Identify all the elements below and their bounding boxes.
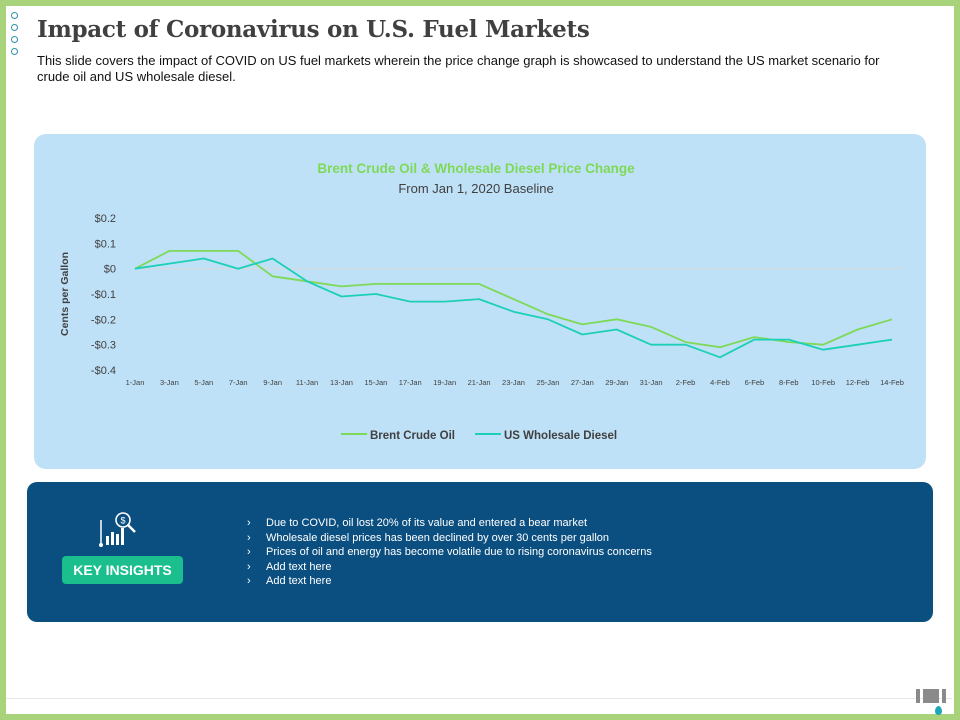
list-item: › Prices of oil and energy has become vol… (247, 546, 652, 558)
x-tick-label: 10-Feb (811, 378, 835, 387)
y-tick-label: $0.2 (95, 213, 116, 225)
x-tick-label: 15-Jan (364, 378, 387, 387)
chevron-right-icon: › (247, 575, 251, 587)
page-title: Impact of Coronavirus on U.S. Fuel Marke… (37, 16, 590, 43)
slide-nav-icon (916, 689, 949, 708)
x-tick-label: 7-Jan (229, 378, 248, 387)
chart-subtitle: From Jan 1, 2020 Baseline (398, 181, 553, 196)
x-tick-label: 3-Jan (160, 378, 179, 387)
y-axis-label: Cents per Gallon (59, 252, 71, 336)
decorative-dots-icon (11, 12, 18, 60)
x-tick-label: 25-Jan (536, 378, 559, 387)
key-insights-button[interactable]: KEY INSIGHTS (62, 556, 183, 584)
x-tick-label: 5-Jan (194, 378, 213, 387)
chart-card: Brent Crude Oil & Wholesale Diesel Price… (34, 134, 926, 469)
y-tick-label: -$0.1 (91, 289, 116, 301)
footer-divider (6, 698, 952, 699)
chevron-right-icon: › (247, 531, 251, 544)
x-tick-label: 23-Jan (502, 378, 525, 387)
chevron-right-icon: › (247, 560, 251, 573)
x-tick-label: 17-Jan (399, 378, 422, 387)
list-item: › Add text here (247, 560, 332, 573)
page-subtitle: This slide covers the impact of COVID on… (37, 53, 880, 84)
svg-text:$: $ (120, 516, 125, 526)
list-item: › Add text here (247, 575, 332, 587)
x-tick-label: 21-Jan (468, 378, 491, 387)
x-tick-label: 12-Feb (846, 378, 870, 387)
legend-label: US Wholesale Diesel (504, 430, 617, 442)
key-insights-panel: $ KEY INSIGHTS › Due to COVID, oil lost 2… (27, 482, 933, 622)
x-tick-label: 31-Jan (640, 378, 663, 387)
y-tick-label: -$0.4 (91, 365, 116, 377)
x-tick-label: 27-Jan (571, 378, 594, 387)
chevron-right-icon: › (247, 517, 251, 529)
insights-list: › Due to COVID, oil lost 20% of its value… (247, 516, 652, 589)
x-tick-label: 14-Feb (880, 378, 904, 387)
chart-title: Brent Crude Oil & Wholesale Diesel Price… (317, 161, 635, 176)
x-tick-label: 6-Feb (745, 378, 765, 387)
list-item: › Due to COVID, oil lost 20% of its value… (247, 517, 587, 529)
x-tick-label: 1-Jan (126, 378, 145, 387)
legend-label: Brent Crude Oil (370, 430, 455, 442)
x-tick-label: 19-Jan (433, 378, 456, 387)
x-tick-label: 11-Jan (296, 378, 318, 387)
market-analysis-icon: $ (99, 510, 145, 555)
drop-icon (935, 706, 942, 715)
price-change-chart: Brent Crude Oil & Wholesale Diesel Price… (59, 161, 904, 442)
list-item: › Wholesale diesel prices has been declin… (247, 531, 610, 544)
y-tick-label: -$0.3 (91, 340, 116, 352)
x-tick-label: 2-Feb (676, 378, 696, 387)
y-tick-label: $0.1 (95, 238, 116, 250)
y-tick-label: $0 (104, 264, 116, 276)
x-tick-label: 9-Jan (263, 378, 282, 387)
x-tick-label: 13-Jan (330, 378, 353, 387)
x-tick-label: 8-Feb (779, 378, 799, 387)
y-tick-label: -$0.2 (91, 314, 116, 326)
x-tick-label: 4-Feb (710, 378, 730, 387)
x-tick-label: 29-Jan (605, 378, 628, 387)
chevron-right-icon: › (247, 546, 251, 558)
series-line-us-wholesale-diesel (134, 257, 893, 359)
